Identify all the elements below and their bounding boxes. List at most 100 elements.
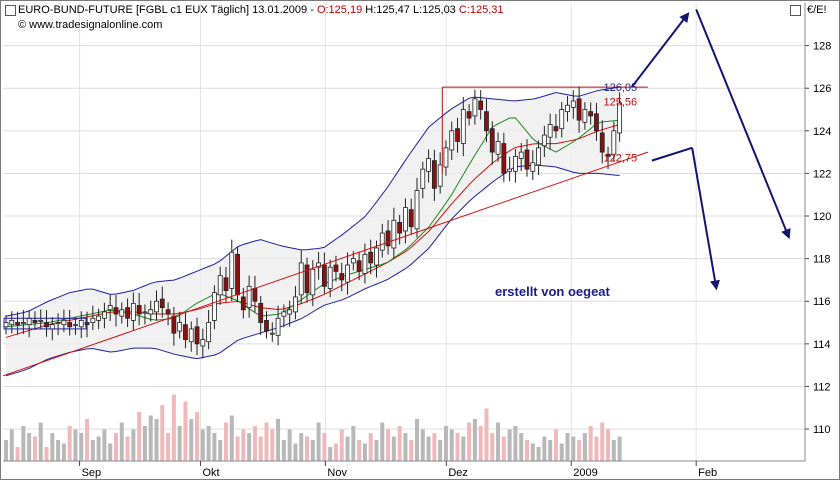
volume-bar: [611, 440, 616, 461]
candle-body: [489, 128, 495, 153]
volume-bar: [484, 408, 489, 461]
candle-body: [287, 309, 293, 315]
candle-body: [206, 322, 212, 343]
candle-body: [507, 168, 513, 172]
maximize-icon[interactable]: [790, 5, 801, 16]
volume-bar: [357, 440, 362, 461]
volume-bar: [588, 426, 593, 461]
resistance-value-label: 126,05: [603, 82, 637, 94]
candle-body: [177, 322, 183, 332]
candle-body: [148, 309, 154, 315]
annotations: 126,05 125,56 122,75: [2, 9, 791, 377]
candle-body: [136, 305, 142, 315]
y-tick-label: 126: [813, 83, 831, 95]
candle-body: [61, 320, 67, 326]
candle-body: [159, 298, 165, 309]
x-tick-label: Dez: [448, 467, 468, 479]
volume-bar: [322, 433, 327, 461]
candle-body: [252, 288, 258, 302]
candle-body: [617, 102, 623, 134]
candle-body: [460, 109, 466, 144]
x-tick-label: Feb: [698, 467, 717, 479]
volume-bar: [206, 426, 211, 461]
candle-body: [321, 264, 327, 287]
x-tick-label: Sep: [82, 467, 102, 479]
candle-body: [55, 322, 61, 324]
volume-bar: [15, 447, 20, 461]
volume-bar: [571, 436, 576, 461]
candle-body: [44, 322, 49, 328]
y-axis: 110 112 114 116 118 120 122 124 126 128: [804, 3, 831, 461]
candle-body: [316, 262, 321, 268]
candle-body: [246, 285, 252, 309]
volume-bar: [281, 440, 286, 461]
volume-bar: [119, 422, 124, 461]
volume-bar: [247, 433, 252, 461]
candle-body: [217, 275, 223, 296]
candle-body: [605, 153, 611, 157]
volume-bar: [108, 443, 113, 461]
volume-bar: [73, 429, 78, 461]
volume-bar: [426, 436, 431, 461]
candle-body: [599, 132, 605, 153]
volume-bar: [131, 429, 136, 461]
candle-body: [478, 100, 484, 110]
volume-bar: [235, 436, 240, 461]
volume-bar: [67, 426, 72, 461]
close-value: C:125,31: [458, 4, 504, 16]
volume-bar: [397, 426, 402, 461]
y-tick-label: 124: [813, 126, 831, 138]
volume-bar: [386, 429, 391, 461]
candle-body: [403, 207, 408, 232]
candle-body: [443, 147, 449, 168]
volume-bar: [189, 419, 194, 461]
volume-bar: [258, 436, 263, 461]
volume-bar: [472, 419, 477, 461]
volume-bar: [241, 429, 246, 461]
candle-body: [113, 307, 119, 315]
volume-bar: [50, 433, 55, 461]
volume-bar: [606, 429, 611, 461]
source-credit: © www.tradesignalonline.com: [18, 19, 163, 31]
volume-bar: [461, 436, 466, 461]
volume-bar: [594, 436, 599, 461]
y-tick-label: 128: [813, 41, 831, 53]
candle-body: [565, 104, 570, 113]
volume-bar: [617, 436, 622, 461]
forecast-arrow: [695, 9, 791, 240]
volume-bar: [148, 415, 153, 461]
y-tick-label: 114: [813, 339, 831, 351]
candle-body: [536, 147, 541, 166]
forecast-arrow: [691, 147, 720, 291]
volume-bar: [374, 440, 379, 461]
candle-body: [356, 260, 362, 272]
candle-body: [541, 134, 547, 147]
candle-body: [611, 130, 617, 155]
volume-bar: [32, 436, 37, 461]
volume-bar: [513, 426, 518, 461]
candle-body: [9, 320, 15, 326]
candle-body: [327, 266, 333, 289]
candle-body: [594, 113, 599, 132]
x-tick-label: Okt: [202, 467, 219, 479]
volume-bar: [137, 412, 142, 461]
trendline: [2, 151, 648, 377]
window-menu-icon[interactable]: [5, 5, 16, 16]
candle-body: [420, 168, 426, 189]
volume-bar: [38, 422, 43, 461]
candle-body: [397, 222, 403, 234]
volume-bar: [380, 422, 385, 461]
volume-bar: [102, 429, 107, 461]
volume-bar: [432, 433, 437, 461]
candle-body: [553, 126, 559, 132]
volume-bar: [467, 422, 472, 461]
candle-body: [26, 317, 32, 326]
candle-body: [119, 309, 125, 317]
volume-bar: [577, 440, 582, 461]
volume-bar: [4, 440, 8, 461]
volume-bar: [600, 422, 605, 461]
candle-body: [547, 124, 553, 138]
volume-bars: [4, 394, 622, 461]
candle-body: [67, 322, 73, 328]
candle-body: [588, 111, 594, 117]
